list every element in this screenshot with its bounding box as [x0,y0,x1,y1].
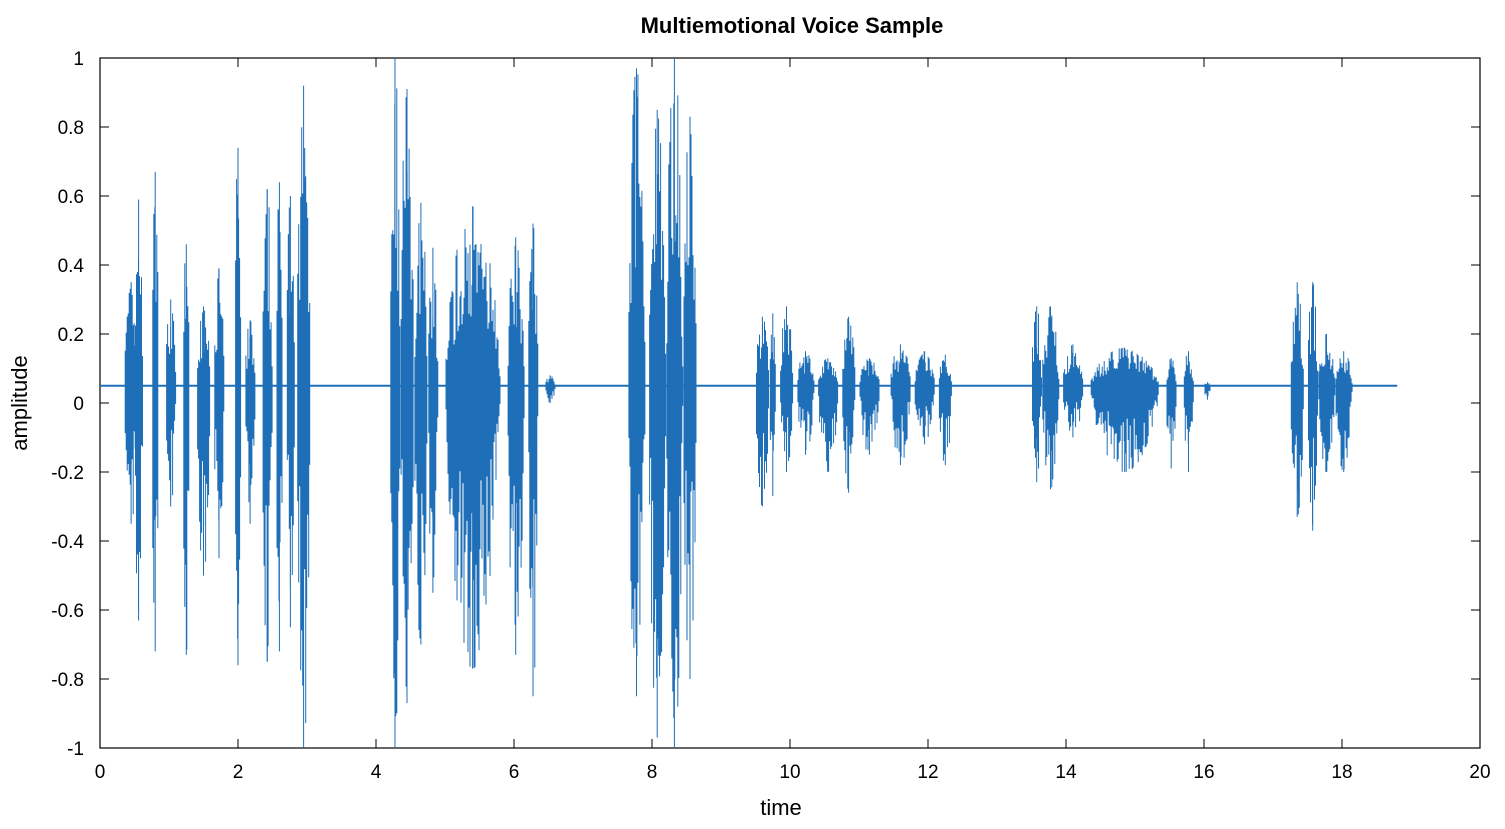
x-tick-label: 16 [1193,762,1214,783]
waveform-burst [1042,306,1060,490]
x-tick-label: 8 [647,762,658,783]
waveform-burst [1032,306,1042,483]
waveform-burst [1166,358,1177,469]
waveform-burst [780,306,794,472]
waveform-burst [628,68,646,697]
waveform-burst [1090,347,1159,472]
waveform-burst [214,268,225,559]
waveform-burst [914,351,935,445]
waveform-burst [297,85,311,748]
waveform-burst [1318,334,1336,472]
waveform-burst [938,354,952,466]
waveform-burst [390,58,401,748]
waveform-burst [414,202,428,645]
waveform-burst [1204,382,1211,400]
waveform-burst [528,223,539,697]
waveform-burst [769,313,776,497]
y-tick-label: 0.6 [58,187,84,208]
x-tick-label: 20 [1469,762,1490,783]
x-tick-label: 0 [95,762,106,783]
y-tick-label: -0.6 [51,601,84,622]
waveform-burst [1290,282,1304,517]
x-tick-label: 2 [233,762,244,783]
waveform-burst [1335,351,1353,472]
y-tick-label: -0.4 [51,532,84,553]
y-axis-label: amplitude [7,355,32,450]
y-tick-label: -0.2 [51,463,84,484]
x-tick-label: 14 [1055,762,1077,783]
waveform-burst [797,351,815,455]
chart-title: Multiemotional Voice Sample [641,13,944,38]
waveform-burst [276,182,283,652]
x-tick-label: 10 [779,762,800,783]
y-tick-label: 1 [73,49,84,70]
waveform-burst [428,247,439,593]
waveform-burst [445,206,501,669]
waveform-burst [818,358,839,472]
y-tick-label: 0.4 [58,256,85,277]
waveform-burst [400,89,414,704]
waveform-burst [756,316,769,507]
x-tick-label: 18 [1331,762,1352,783]
waveform-burst [1183,351,1194,472]
waveform-burst [245,320,256,524]
x-tick-label: 12 [917,762,938,783]
y-tick-label: -0.8 [51,670,84,691]
y-tick-label: 0 [73,394,84,415]
waveform-burst [197,306,211,576]
y-tick-label: -1 [67,739,84,760]
waveform-burst [152,171,159,652]
waveform-burst [842,316,856,493]
waveform-burst [1308,282,1318,531]
waveform-burst [545,375,556,403]
y-tick-label: 0.2 [58,325,84,346]
waveform-burst [666,58,684,748]
waveform-burst [683,116,697,679]
y-axis-ticks: 1 0.8 0.6 0.4 0.2 0 -0.2 -0.4 -0.6 -0.8 -1 [51,49,1480,760]
waveform-burst [183,244,190,655]
waveform-burst [286,196,295,628]
waveform-burst [890,344,911,466]
y-tick-label: 0.8 [58,118,84,139]
x-axis-label: time [760,795,802,820]
x-tick-label: 4 [371,762,382,783]
waveform-burst [235,147,242,666]
waveform-burst [166,299,177,507]
waveform-burst [859,358,880,455]
waveform-burst [1063,344,1084,438]
waveform-burst [507,237,525,655]
waveform-burst [135,199,143,621]
x-tick-label: 6 [509,762,520,783]
x-axis-ticks: 0 2 4 6 8 10 12 14 16 18 20 [95,58,1491,783]
waveform-series [100,58,1398,748]
waveform-burst [262,189,273,662]
waveform-burst [649,109,667,738]
